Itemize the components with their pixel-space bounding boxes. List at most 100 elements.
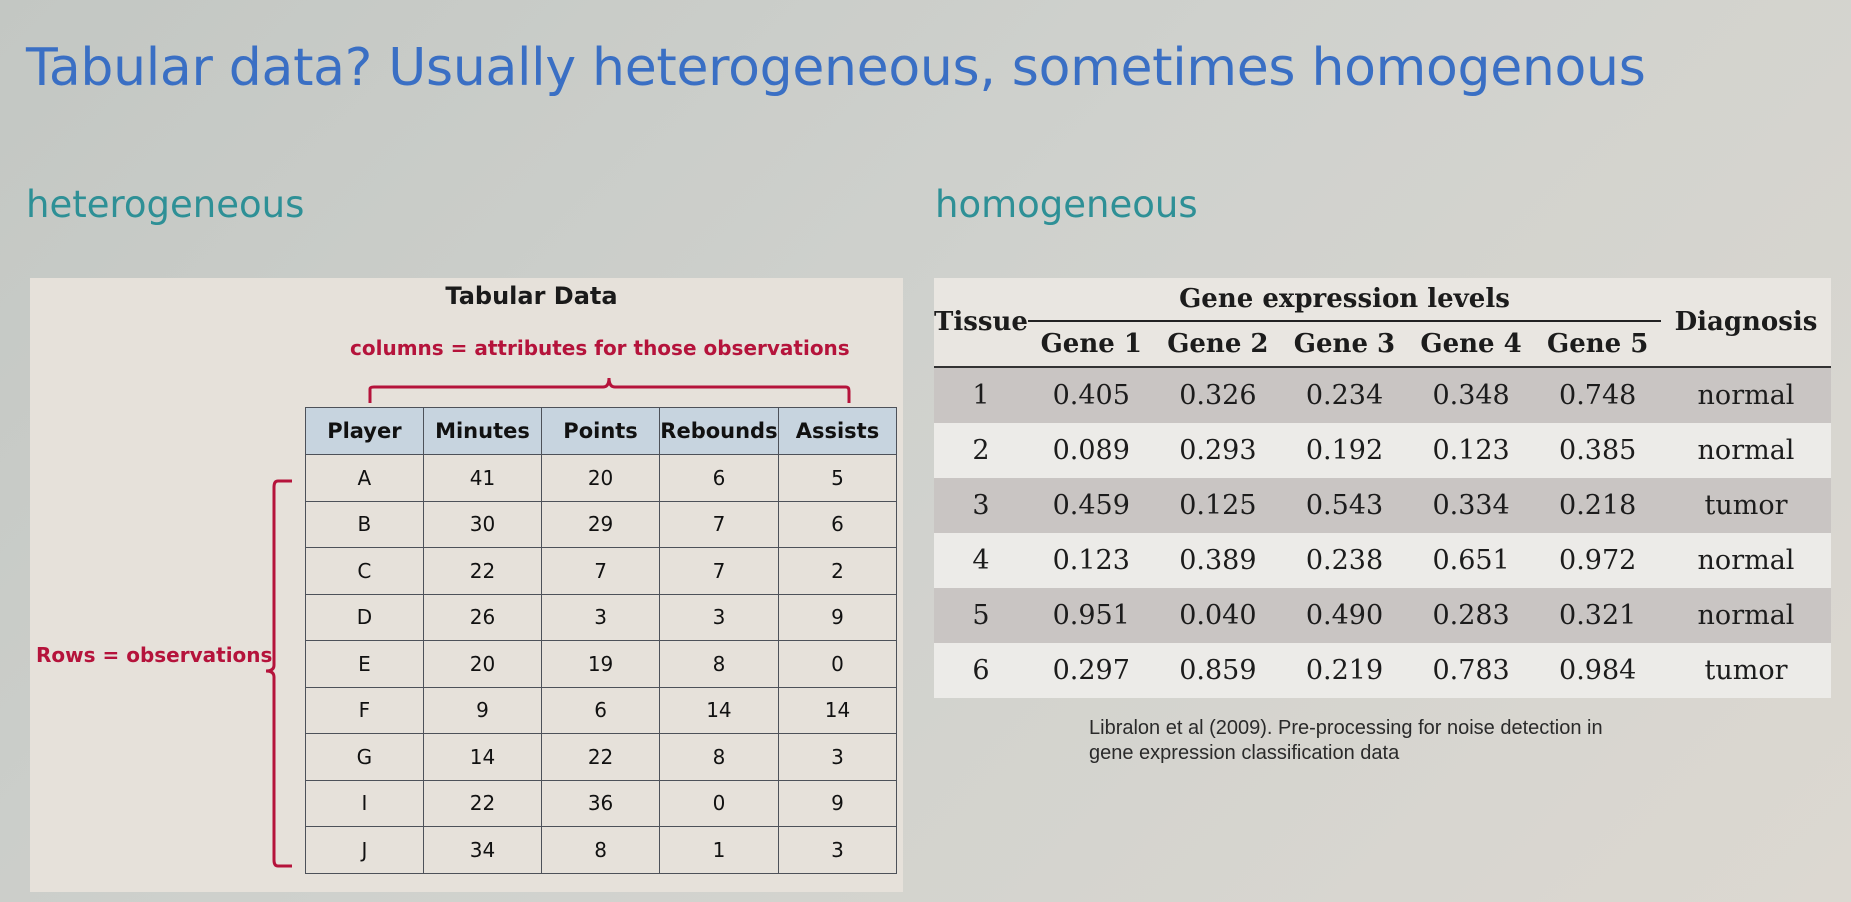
table-cell: 0.543 (1281, 478, 1408, 533)
columns-bracket (368, 377, 851, 403)
players-column-header: Minutes (422, 407, 543, 455)
table-cell: 2 (934, 423, 1028, 478)
table-cell: 3 (658, 593, 779, 641)
table-row: C 22 7 7 2 (305, 547, 898, 595)
gene-expression-header: Gene expression levels (1027, 278, 1661, 322)
table-cell: 0.334 (1407, 478, 1535, 533)
gene-column-header: Gene 5 (1534, 321, 1661, 368)
table-cell: 19 (541, 640, 660, 688)
table-cell: 0 (777, 640, 898, 688)
table-cell: 30 (422, 500, 543, 548)
table-cell: 0.234 (1281, 367, 1408, 423)
gene-header-row: Gene 1 Gene 2 Gene 3 Gene 4 Gene 5 (934, 321, 1831, 368)
table-cell: normal (1661, 588, 1831, 643)
table-cell: 22 (422, 779, 543, 827)
table-cell: 22 (541, 733, 660, 781)
table-cell: 4 (934, 533, 1028, 588)
players-table: Player Minutes Points Rebounds Assists A 41 20… (305, 407, 898, 874)
table-row: 1 0.405 0.326 0.234 0.348 0.748 normal (934, 367, 1831, 423)
diagnosis-header: Diagnosis (1661, 278, 1831, 368)
table-cell: normal (1661, 533, 1831, 588)
table-cell: 0.326 (1154, 367, 1282, 423)
table-cell: 36 (541, 779, 660, 827)
table-cell: C (305, 547, 424, 595)
heterogeneous-figure: Tabular Data columns = attributes for th… (30, 278, 903, 892)
table-cell: E (305, 640, 424, 688)
table-cell: 7 (658, 547, 779, 595)
table-cell: 0.125 (1154, 478, 1282, 533)
table-cell: 14 (658, 686, 779, 734)
table-row: G 14 22 8 3 (305, 733, 898, 781)
table-cell: J (305, 826, 424, 874)
table-cell: 9 (777, 593, 898, 641)
table-cell: 0.089 (1027, 423, 1155, 478)
table-cell: F (305, 686, 424, 734)
homogeneous-label: homogeneous (935, 183, 1198, 226)
table-cell: 0.405 (1027, 367, 1155, 423)
table-cell: 20 (541, 454, 660, 502)
table-cell: 0.951 (1027, 588, 1155, 643)
table-cell: 8 (658, 733, 779, 781)
table-cell: 29 (541, 500, 660, 548)
players-column-header: Assists (777, 407, 898, 455)
table-cell: 2 (777, 547, 898, 595)
table-cell: I (305, 779, 424, 827)
table-cell: B (305, 500, 424, 548)
table-cell: 6 (777, 500, 898, 548)
citation: Libralon et al (2009). Pre-processing fo… (1089, 717, 1603, 764)
table-cell: 0.984 (1534, 643, 1661, 698)
table-cell: 8 (658, 640, 779, 688)
table-cell: 0.490 (1281, 588, 1408, 643)
table-row: I 22 36 0 9 (305, 779, 898, 827)
table-cell: 0.389 (1154, 533, 1282, 588)
table-cell: 8 (541, 826, 660, 874)
table-cell: 6 (934, 643, 1028, 698)
table-cell: tumor (1661, 643, 1831, 698)
table-cell: 9 (777, 779, 898, 827)
table-cell: 3 (934, 478, 1028, 533)
tissue-header: Tissue (934, 278, 1028, 368)
table-cell: G (305, 733, 424, 781)
gene-column-header: Gene 2 (1154, 321, 1282, 368)
rows-brace (265, 479, 292, 868)
table-cell: 7 (658, 500, 779, 548)
table-cell: 22 (422, 547, 543, 595)
table-cell: A (305, 454, 424, 502)
table-cell: 0.219 (1281, 643, 1408, 698)
table-cell: 0.651 (1407, 533, 1535, 588)
annotation-braces (265, 377, 851, 868)
table-row: B 30 29 7 6 (305, 500, 898, 548)
table-row: J 34 8 1 3 (305, 826, 898, 874)
table-row: 6 0.297 0.859 0.219 0.783 0.984 tumor (934, 643, 1831, 698)
table-cell: 1 (658, 826, 779, 874)
table-cell: 0.283 (1407, 588, 1535, 643)
table-cell: 0.783 (1407, 643, 1535, 698)
table-cell: 9 (422, 686, 543, 734)
table-cell: 0.293 (1154, 423, 1282, 478)
table-cell: 0.218 (1534, 478, 1661, 533)
table-cell: 0.459 (1027, 478, 1155, 533)
table-cell: 34 (422, 826, 543, 874)
gene-column-header: Gene 1 (1027, 321, 1155, 368)
players-column-header: Rebounds (658, 407, 779, 455)
table-cell: tumor (1661, 478, 1831, 533)
table-cell: 7 (541, 547, 660, 595)
table-cell: 0.040 (1154, 588, 1282, 643)
table-cell: 6 (541, 686, 660, 734)
table-row: E 20 19 8 0 (305, 640, 898, 688)
table-cell: 0.748 (1534, 367, 1661, 423)
table-row: A 41 20 6 5 (305, 454, 898, 502)
table-cell: 1 (934, 367, 1028, 423)
table-row: 2 0.089 0.293 0.192 0.123 0.385 normal (934, 423, 1831, 478)
gene-column-header: Gene 3 (1281, 321, 1408, 368)
table-cell: 20 (422, 640, 543, 688)
table-cell: 3 (777, 826, 898, 874)
rows-annotation: Rows = observations (36, 643, 273, 667)
columns-annotation: columns = attributes for those observati… (350, 336, 850, 360)
table-cell: 5 (934, 588, 1028, 643)
table-cell: 6 (658, 454, 779, 502)
table-cell: 14 (422, 733, 543, 781)
gene-table: Tissue Gene expression levels Diagnosis … (934, 278, 1831, 698)
table-cell: 0.859 (1154, 643, 1282, 698)
table-cell: 0.348 (1407, 367, 1535, 423)
